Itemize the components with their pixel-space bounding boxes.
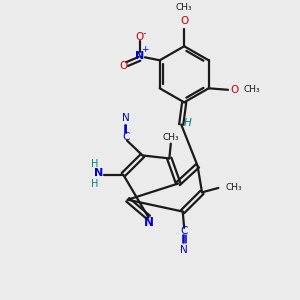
- Text: N: N: [122, 113, 130, 123]
- Text: O: O: [135, 32, 144, 42]
- Text: H: H: [184, 118, 192, 128]
- Text: N: N: [94, 168, 103, 178]
- Text: -: -: [142, 28, 146, 38]
- Text: H: H: [91, 159, 99, 169]
- Text: O: O: [230, 85, 238, 95]
- Text: CH₃: CH₃: [176, 3, 193, 12]
- Text: O: O: [180, 16, 188, 26]
- Text: N: N: [143, 216, 154, 229]
- Text: H: H: [91, 178, 99, 188]
- Text: O: O: [119, 61, 128, 71]
- Text: C: C: [181, 226, 188, 236]
- Text: N: N: [135, 51, 144, 61]
- Text: CH₃: CH₃: [163, 133, 179, 142]
- Text: +: +: [141, 45, 148, 54]
- Text: CH₃: CH₃: [226, 183, 242, 192]
- Text: CH₃: CH₃: [243, 85, 260, 94]
- Text: C: C: [122, 132, 129, 142]
- Text: N: N: [180, 244, 188, 255]
